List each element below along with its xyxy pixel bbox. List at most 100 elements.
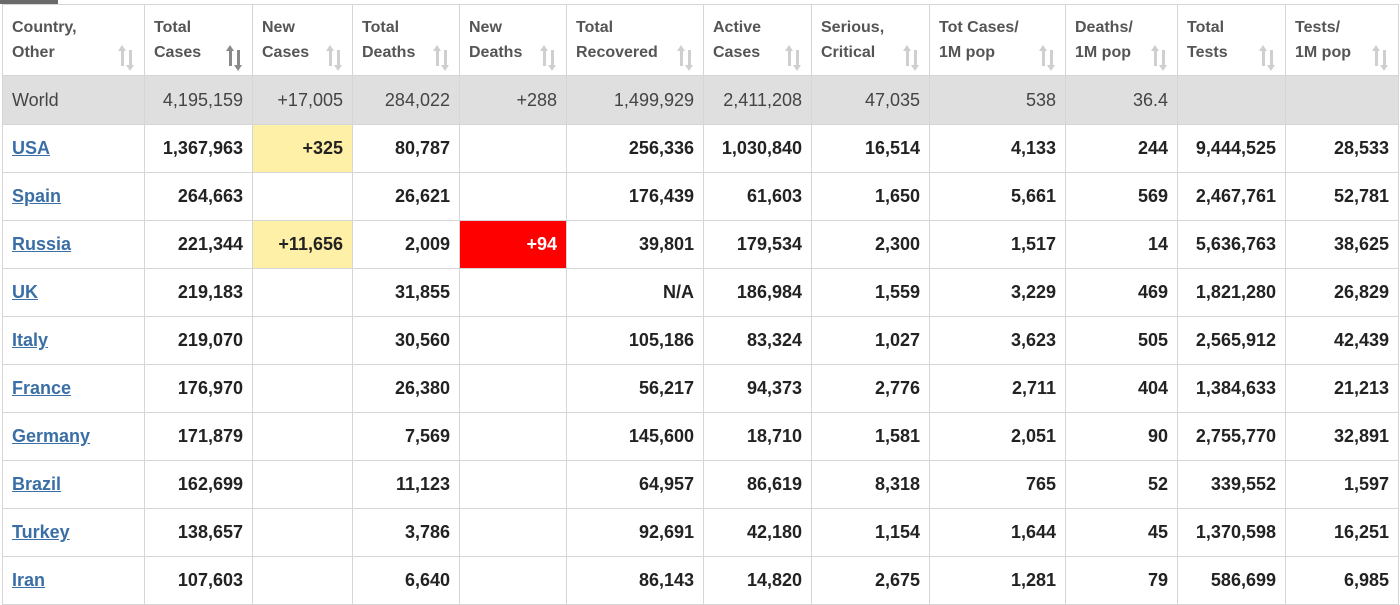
data-cell: 469 <box>1065 268 1178 317</box>
data-cell: 9,444,525 <box>1177 124 1286 173</box>
column-header-line1: Total <box>576 19 614 36</box>
column-header[interactable]: Serious, Critical <box>811 4 930 76</box>
data-cell: 2,776 <box>811 364 930 413</box>
data-cell: N/A <box>566 268 704 317</box>
data-cell: 61,603 <box>703 172 812 221</box>
column-header-line2: Critical <box>821 44 876 61</box>
data-cell: 1,154 <box>811 508 930 557</box>
column-header-line1: Active <box>713 19 762 36</box>
data-cell: 39,801 <box>566 220 704 269</box>
column-header-line2: Deaths <box>362 44 416 61</box>
data-cell: 138,657 <box>144 508 253 557</box>
data-cell: 86,619 <box>703 460 812 509</box>
data-cell: 186,984 <box>703 268 812 317</box>
data-cell: 2,675 <box>811 556 930 605</box>
column-header[interactable]: Total Tests <box>1177 4 1286 76</box>
data-cell: 80,787 <box>352 124 460 173</box>
data-cell: 1,559 <box>811 268 930 317</box>
data-cell: 86,143 <box>566 556 704 605</box>
data-cell: 90 <box>1065 412 1178 461</box>
data-cell: 64,957 <box>566 460 704 509</box>
column-header[interactable]: New Cases <box>252 4 353 76</box>
country-link[interactable]: Turkey <box>12 522 70 542</box>
data-cell: 176,439 <box>566 172 704 221</box>
column-header-line1: Tests/ <box>1295 19 1341 36</box>
data-cell: 4,195,159 <box>144 75 253 125</box>
data-cell: 2,051 <box>929 412 1066 461</box>
data-cell: 14 <box>1065 220 1178 269</box>
column-header-line1: Country, <box>12 19 77 36</box>
sort-icon[interactable] <box>226 45 244 71</box>
data-cell <box>459 508 567 557</box>
sort-icon[interactable] <box>326 45 344 71</box>
table-row: UK 219,183 31,855 N/A 186,984 1,559 3,229 469 1,… <box>2 268 1399 317</box>
column-header[interactable]: New Deaths <box>459 4 567 76</box>
sort-icon[interactable] <box>1039 45 1057 71</box>
data-cell: 36.4 <box>1065 75 1178 125</box>
data-cell: 5,636,763 <box>1177 220 1286 269</box>
data-cell: 3,623 <box>929 316 1066 365</box>
country-link[interactable]: Brazil <box>12 474 62 494</box>
sort-icon[interactable] <box>433 45 451 71</box>
data-cell: 21,213 <box>1285 364 1399 413</box>
data-cell <box>252 316 353 365</box>
data-cell: 176,970 <box>144 364 253 413</box>
sort-icon[interactable] <box>118 45 136 71</box>
sort-icon[interactable] <box>1372 45 1390 71</box>
sort-icon[interactable] <box>785 45 803 71</box>
data-cell <box>252 268 353 317</box>
country-link[interactable]: Iran <box>12 570 46 590</box>
data-cell: 47,035 <box>811 75 930 125</box>
data-cell: 1,517 <box>929 220 1066 269</box>
data-cell: 171,879 <box>144 412 253 461</box>
column-header[interactable]: Tests/1M pop <box>1285 4 1399 76</box>
country-cell: Spain <box>2 172 145 221</box>
data-cell: +94 <box>459 220 567 269</box>
sort-icon[interactable] <box>540 45 558 71</box>
data-cell: 1,650 <box>811 172 930 221</box>
column-header-line2: 1M pop <box>1075 44 1131 61</box>
country-link[interactable]: France <box>12 378 72 398</box>
column-header[interactable]: Active Cases <box>703 4 812 76</box>
data-cell: 16,514 <box>811 124 930 173</box>
data-cell: 1,367,963 <box>144 124 253 173</box>
data-cell: 107,603 <box>144 556 253 605</box>
country-cell: USA <box>2 124 145 173</box>
column-header[interactable]: Total Deaths <box>352 4 460 76</box>
column-header-line1: Total <box>1187 19 1225 36</box>
data-cell: 38,625 <box>1285 220 1399 269</box>
data-cell: 3,229 <box>929 268 1066 317</box>
data-cell: 2,755,770 <box>1177 412 1286 461</box>
data-cell: 52,781 <box>1285 172 1399 221</box>
country-link[interactable]: Spain <box>12 186 62 206</box>
country-link[interactable]: Russia <box>12 234 72 254</box>
table-row: USA 1,367,963 +325 80,787 256,336 1,030,840 16… <box>2 124 1399 173</box>
column-header-line2: 1M pop <box>939 44 995 61</box>
country-link[interactable]: Italy <box>12 330 49 350</box>
sort-icon[interactable] <box>903 45 921 71</box>
column-header[interactable]: Total Recovered <box>566 4 704 76</box>
country-cell: Germany <box>2 412 145 461</box>
column-header[interactable]: Deaths/1M pop <box>1065 4 1178 76</box>
sort-icon[interactable] <box>677 45 695 71</box>
sort-icon[interactable] <box>1151 45 1169 71</box>
data-cell: 26,380 <box>352 364 460 413</box>
data-cell: 586,699 <box>1177 556 1286 605</box>
column-header-line2: Other <box>12 44 55 61</box>
column-header[interactable]: Total Cases <box>144 4 253 76</box>
sort-icon[interactable] <box>1259 45 1277 71</box>
data-cell <box>459 412 567 461</box>
country-link[interactable]: USA <box>12 138 51 158</box>
data-cell: 11,123 <box>352 460 460 509</box>
column-header-line2: Recovered <box>576 44 658 61</box>
column-header[interactable]: Country, Other <box>2 4 145 76</box>
data-cell <box>1177 75 1286 125</box>
data-cell <box>459 268 567 317</box>
data-cell: 2,300 <box>811 220 930 269</box>
column-header[interactable]: Tot Cases/1M pop <box>929 4 1066 76</box>
data-cell: 1,281 <box>929 556 1066 605</box>
data-cell: 2,711 <box>929 364 1066 413</box>
country-link[interactable]: UK <box>12 282 38 302</box>
data-cell <box>252 172 353 221</box>
country-link[interactable]: Germany <box>12 426 91 446</box>
